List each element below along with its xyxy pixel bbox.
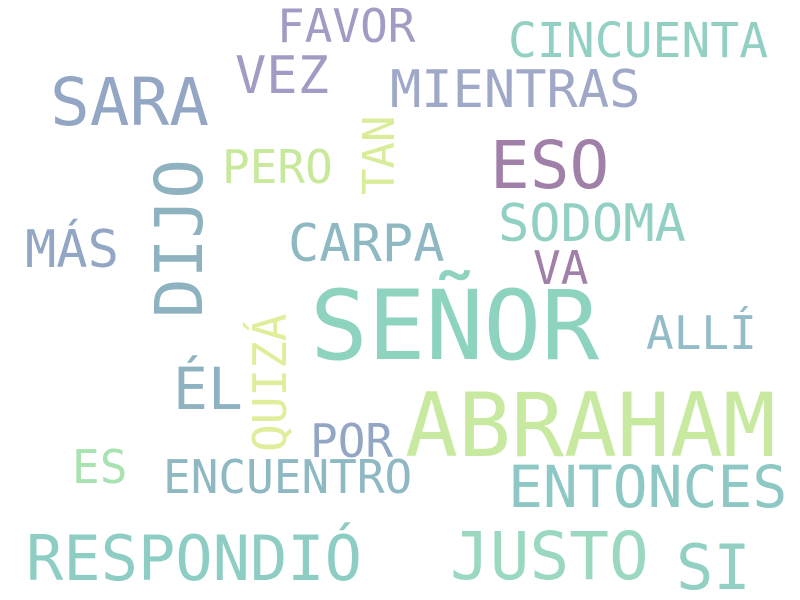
word-mientras: MIENTRAS	[390, 60, 641, 120]
word-quiza: QUIZÁ	[243, 313, 297, 452]
word-cincuenta: CINCUENTA	[508, 13, 769, 69]
word-vez: VEZ	[235, 46, 329, 106]
word-entonces: ENTONCES	[508, 453, 788, 521]
word-sodoma: SODOMA	[498, 194, 686, 254]
word-si: SI	[676, 531, 751, 600]
word-respondio: RESPONDIÓ	[26, 522, 362, 595]
word-sara: SARA	[50, 64, 209, 141]
word-alli: ALLÍ	[646, 306, 757, 360]
word-eso: ESO	[490, 127, 610, 204]
word-abraham: ABRAHAM	[405, 374, 776, 477]
word-mas: MÁS	[25, 220, 119, 280]
word-pero: PERO	[222, 140, 333, 194]
word-senor: SEÑOR	[310, 270, 599, 382]
word-por: POR	[310, 414, 394, 468]
word-dijo: DIJO	[141, 159, 218, 318]
word-encuentro: ENCUENTRO	[163, 450, 413, 504]
word-favor: FAVOR	[277, 0, 416, 53]
word-el: ÉL	[173, 355, 243, 423]
word-va: VA	[533, 241, 589, 295]
word-tan: TAN	[354, 115, 405, 195]
word-carpa: CARPA	[288, 214, 445, 274]
word-justo: JUSTO	[450, 518, 649, 595]
word-es: ES	[72, 440, 128, 494]
